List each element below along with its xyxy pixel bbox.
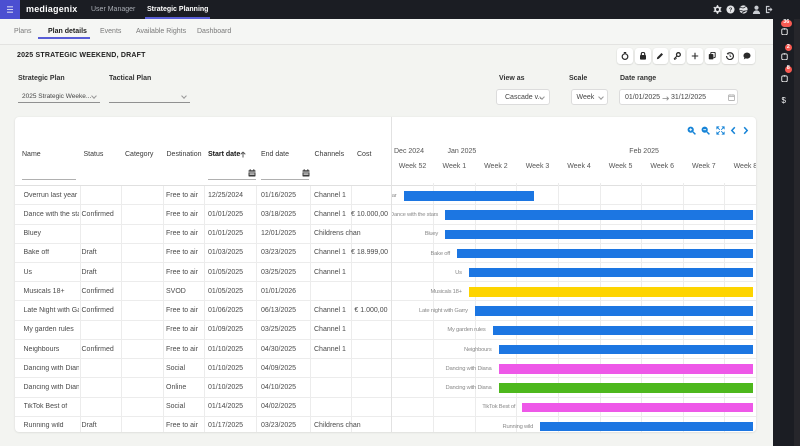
svg-text:?: ? bbox=[729, 7, 733, 13]
